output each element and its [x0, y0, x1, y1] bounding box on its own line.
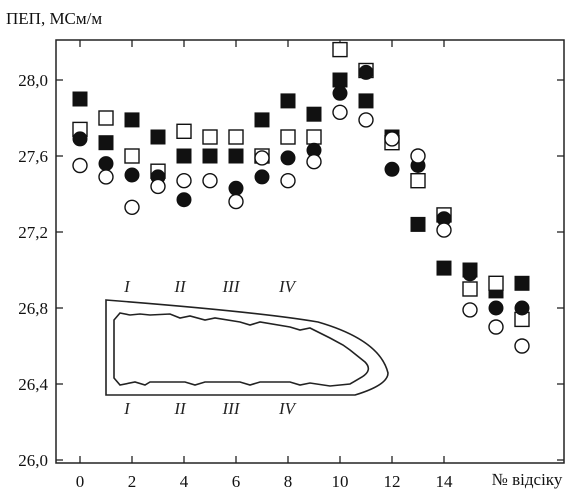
x-axis-title: № відсіку — [492, 470, 563, 489]
x-tick-label: 14 — [436, 472, 454, 491]
marker-circle-open — [358, 112, 374, 128]
marker-square-filled — [228, 148, 244, 164]
y-tick-label: 26,0 — [18, 451, 48, 470]
axis-ticks — [56, 40, 564, 463]
x-tick-label: 0 — [76, 472, 85, 491]
marker-circle-filled — [124, 167, 140, 183]
marker-square-open — [306, 129, 322, 145]
x-tick-label: 12 — [384, 472, 401, 491]
marker-circle-open — [462, 302, 478, 318]
marker-circle-open — [72, 157, 88, 174]
marker-circle-filled — [280, 150, 296, 166]
marker-square-filled — [332, 72, 348, 88]
inset-top-labels: I II III IV — [123, 277, 297, 296]
marker-square-filled — [436, 260, 452, 276]
inset-bottom-label: II — [173, 399, 187, 418]
x-tick-label: 6 — [232, 472, 241, 491]
plot-frame — [55, 39, 565, 464]
marker-square-open — [98, 110, 114, 126]
marker-circle-open — [514, 338, 530, 354]
marker-square-filled — [98, 135, 114, 151]
y-tick-label: 28,0 — [18, 71, 48, 90]
y-tick-label: 27,6 — [18, 147, 48, 166]
marker-circle-filled — [384, 161, 400, 177]
marker-square-filled — [254, 112, 270, 128]
marker-circle-filled — [202, 148, 218, 164]
y-axis-title: ПЕП, МСм/м — [6, 9, 102, 28]
marker-circle-open — [150, 178, 166, 195]
marker-square-filled — [150, 129, 166, 145]
inset-inner-contour — [113, 312, 370, 387]
y-tick-label: 26,4 — [18, 375, 48, 394]
marker-circle-open — [202, 172, 218, 189]
marker-square-open — [202, 129, 218, 145]
marker-square-filled — [514, 275, 530, 291]
marker-circle-open — [384, 131, 400, 147]
marker-circle-filled — [98, 156, 114, 172]
inset-bottom-label: IV — [278, 399, 298, 418]
marker-circle-open — [228, 193, 244, 210]
marker-circle-open — [124, 199, 140, 216]
marker-square-filled — [358, 93, 374, 109]
y-tick-label: 26,8 — [18, 299, 48, 318]
data-markers — [72, 41, 530, 354]
marker-circle-filled — [72, 131, 88, 147]
marker-square-open — [410, 172, 426, 189]
marker-square-filled — [72, 91, 88, 107]
marker-square-filled — [306, 106, 322, 122]
marker-square-filled — [280, 93, 296, 109]
inset-bottom-label: III — [222, 399, 241, 418]
marker-circle-open — [176, 172, 192, 189]
axis-tick-labels: 0 2 4 6 8 10 12 14 26,0 26,4 26,8 27,2 27,6 28,0 — [18, 71, 453, 491]
x-tick-label: 8 — [284, 472, 293, 491]
marker-circle-filled — [332, 85, 348, 101]
marker-circle-filled — [514, 300, 530, 316]
marker-square-filled — [176, 148, 192, 164]
marker-circle-open — [306, 153, 322, 170]
marker-square-open — [228, 129, 244, 145]
marker-square-open — [280, 129, 296, 145]
marker-circle-open — [332, 104, 348, 121]
marker-square-filled — [410, 216, 426, 232]
marker-square-open — [176, 123, 192, 140]
x-tick-label: 10 — [332, 472, 349, 491]
section-inset-diagram — [105, 299, 389, 396]
marker-square-open — [488, 275, 504, 291]
marker-circle-filled — [228, 180, 244, 196]
x-tick-label: 4 — [180, 472, 189, 491]
marker-circle-open — [488, 319, 504, 335]
marker-square-open — [124, 148, 140, 164]
inset-top-label: IV — [278, 277, 298, 296]
marker-circle-filled — [176, 192, 192, 208]
marker-circle-open — [410, 148, 426, 164]
marker-circle-filled — [462, 266, 478, 282]
marker-circle-open — [254, 150, 270, 166]
marker-circle-open — [280, 172, 296, 189]
inset-outer-contour — [105, 299, 389, 396]
inset-top-label: III — [222, 277, 241, 296]
marker-square-filled — [124, 112, 140, 128]
y-tick-label: 27,2 — [18, 223, 48, 242]
marker-circle-filled — [358, 64, 374, 80]
marker-circle-open — [436, 222, 452, 238]
inset-top-label: I — [123, 277, 131, 296]
marker-square-open — [462, 281, 478, 297]
marker-circle-open — [98, 169, 114, 185]
marker-square-open — [332, 41, 348, 58]
inset-bottom-label: I — [123, 399, 131, 418]
marker-circle-filled — [488, 300, 504, 316]
inset-top-label: II — [173, 277, 187, 296]
inset-bottom-labels: I II III IV — [123, 399, 297, 418]
x-tick-label: 2 — [128, 472, 137, 491]
marker-circle-filled — [254, 169, 270, 185]
